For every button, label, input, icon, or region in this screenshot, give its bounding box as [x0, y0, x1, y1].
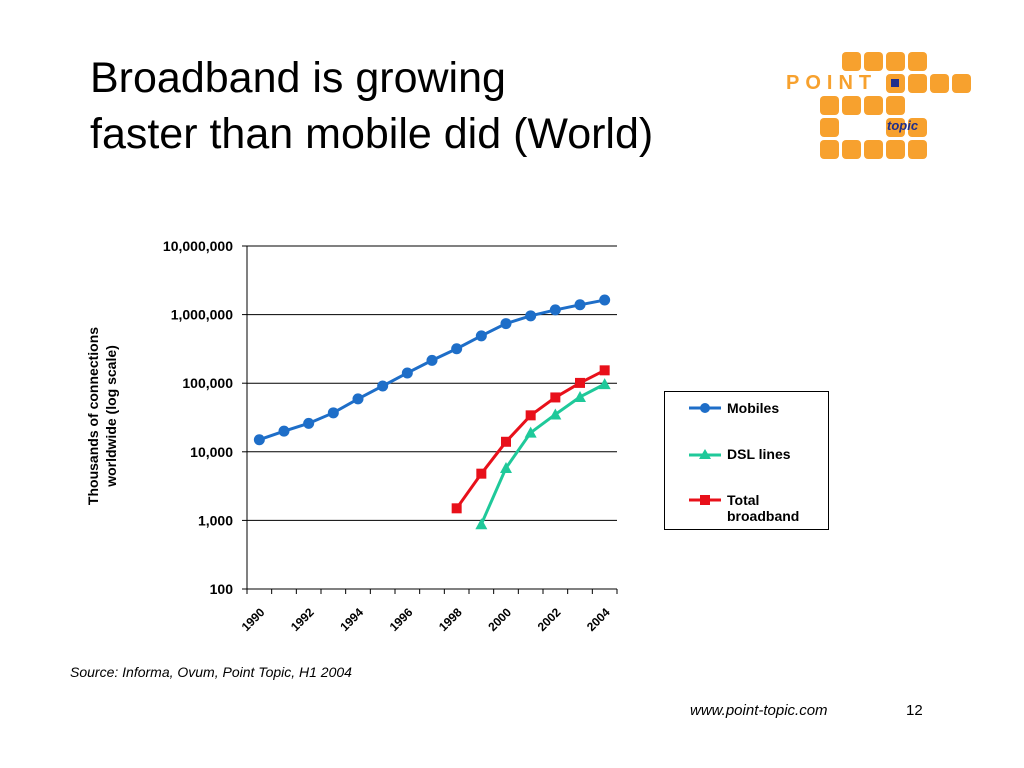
data-point — [549, 408, 562, 420]
chart-tick-labels: 10,000,000 1,000,000 100,000 10,000 1,000 100… — [163, 238, 613, 634]
data-point — [501, 436, 511, 447]
data-point — [574, 390, 586, 402]
x-tick-label: 2000 — [485, 605, 514, 634]
data-point — [525, 310, 537, 322]
source-note: Source: Informa, Ovum, Point Topic, H1 2… — [70, 664, 352, 680]
x-tick-label: 1996 — [387, 605, 416, 634]
slide-title-line2: faster than mobile did (World) — [90, 110, 654, 158]
data-point — [476, 468, 487, 479]
series-line-2 — [455, 368, 606, 510]
footer-url: www.point-topic.com — [690, 702, 828, 719]
chart-series — [253, 294, 611, 530]
data-point — [549, 304, 561, 316]
y-axis-label: Thousands of connections worldwide (log s… — [85, 327, 119, 505]
data-point — [253, 434, 265, 446]
data-point — [352, 393, 364, 405]
legend-label-mobiles: Mobiles — [727, 400, 780, 416]
chart-legend: Mobiles DSL lines Total broadband — [664, 391, 829, 530]
y-tick-label: 1,000 — [198, 512, 233, 528]
data-point — [451, 343, 463, 355]
x-tick-label: 1998 — [436, 605, 465, 634]
x-tick-label: 1990 — [239, 605, 268, 634]
legend-label-total-broadband: Total broadband — [727, 492, 800, 524]
y-tick-label: 10,000 — [190, 444, 233, 460]
data-point — [598, 378, 611, 390]
data-point — [377, 380, 389, 392]
data-point — [475, 330, 487, 342]
data-point — [599, 294, 611, 306]
data-point — [327, 407, 339, 419]
chart-gridlines — [247, 245, 617, 521]
legend-swatch-total-broadband — [689, 495, 721, 505]
y-tick-label: 10,000,000 — [163, 238, 233, 254]
y-tick-label: 1,000,000 — [171, 307, 233, 323]
data-point — [303, 417, 315, 429]
data-point — [451, 503, 462, 514]
page-number: 12 — [906, 702, 923, 719]
y-tick-label: 100 — [210, 581, 234, 597]
series-line-1 — [479, 382, 606, 525]
legend-swatch-mobiles — [689, 403, 721, 413]
x-tick-label: 2004 — [584, 605, 613, 634]
slide-title-line1: Broadband is growing — [90, 54, 506, 102]
data-point — [575, 377, 585, 388]
data-point — [278, 425, 290, 437]
data-point — [500, 318, 512, 330]
chart-axes — [242, 245, 618, 594]
data-point — [475, 518, 488, 530]
y-tick-label: 100,000 — [182, 375, 233, 391]
data-point — [574, 299, 586, 311]
data-point — [426, 354, 438, 366]
legend-swatch-dsl — [689, 449, 721, 459]
legend-label-dsl: DSL lines — [727, 446, 791, 462]
data-point — [500, 462, 512, 474]
x-tick-label: 1992 — [288, 605, 317, 634]
data-point — [524, 426, 537, 438]
data-point — [599, 365, 610, 376]
x-tick-label: 2002 — [535, 605, 564, 634]
data-point — [550, 392, 561, 403]
data-point — [401, 367, 413, 379]
data-point — [525, 410, 536, 421]
slide-title: Broadband is growing faster than mobile … — [90, 50, 653, 162]
x-tick-label: 1994 — [337, 605, 366, 634]
